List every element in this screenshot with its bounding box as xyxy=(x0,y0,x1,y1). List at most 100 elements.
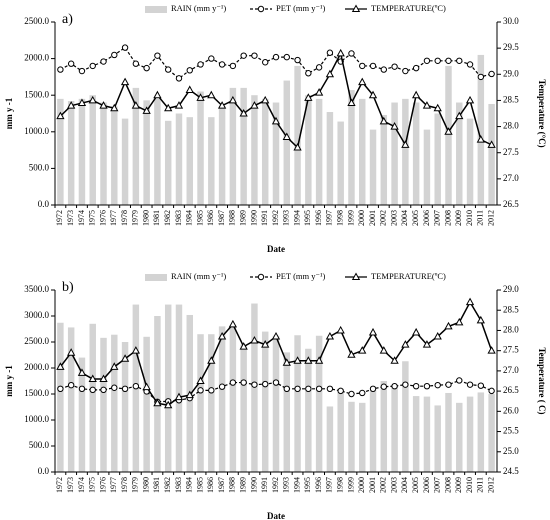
marker xyxy=(282,358,291,366)
x-tick-label: 1991 xyxy=(260,210,269,226)
x-tick-label: 1973 xyxy=(66,477,75,493)
y2-tick-label: 28.0 xyxy=(503,325,519,335)
marker xyxy=(272,53,280,61)
marker xyxy=(347,98,356,107)
marker xyxy=(142,382,151,391)
bar xyxy=(445,65,452,205)
marker xyxy=(131,346,140,354)
marker xyxy=(412,64,420,72)
bar xyxy=(423,396,431,472)
marker xyxy=(337,387,344,395)
bar xyxy=(164,120,172,205)
y2-axis-label: Temperature ( C) xyxy=(537,348,547,415)
bar xyxy=(402,361,409,472)
x-tick-label: 1989 xyxy=(238,210,247,226)
y2-tick-label: 29.0 xyxy=(503,284,519,294)
marker xyxy=(100,386,107,394)
marker xyxy=(326,49,334,56)
marker xyxy=(456,377,463,384)
marker xyxy=(305,385,312,392)
x-tick-label: 2005 xyxy=(411,477,420,493)
x-tick-label: 1977 xyxy=(109,210,118,226)
marker xyxy=(229,379,237,386)
x-tick-label: 1984 xyxy=(185,477,194,493)
x-tick-label: 1995 xyxy=(303,477,312,493)
marker xyxy=(433,331,442,340)
legend-label: TEMPERATURE(ºC) xyxy=(371,271,446,281)
x-tick-label: 1980 xyxy=(141,210,150,226)
x-tick-label: 2008 xyxy=(443,477,452,493)
x-tick-label: 2006 xyxy=(422,477,431,493)
bar xyxy=(380,114,388,205)
marker xyxy=(131,101,140,109)
bar xyxy=(251,95,258,205)
marker xyxy=(391,63,398,70)
bar xyxy=(488,394,495,472)
y-tick-label: 1500.0 xyxy=(24,89,49,99)
y2-tick-label: 27.0 xyxy=(503,365,519,375)
marker xyxy=(208,387,215,394)
x-tick-label: 2009 xyxy=(454,210,463,226)
x-tick-label: 1996 xyxy=(314,477,323,493)
bar xyxy=(208,334,215,472)
marker xyxy=(121,44,129,51)
marker xyxy=(402,67,409,75)
marker xyxy=(121,385,129,392)
marker xyxy=(326,385,334,392)
y2-tick-label: 27.0 xyxy=(503,173,519,183)
marker xyxy=(77,368,87,376)
bar xyxy=(100,337,107,472)
marker xyxy=(67,348,76,356)
marker xyxy=(401,140,410,148)
x-tick-label: 2011 xyxy=(476,210,485,226)
marker xyxy=(197,61,204,68)
marker xyxy=(433,103,442,112)
bar xyxy=(218,326,226,472)
marker xyxy=(412,383,420,390)
x-tick-label: 2011 xyxy=(476,477,485,493)
bar xyxy=(175,113,183,205)
x-tick-label: 2004 xyxy=(400,477,409,493)
bar xyxy=(111,106,118,205)
bar xyxy=(315,98,323,205)
marker xyxy=(197,387,204,394)
y-tick-label: 2500.0 xyxy=(24,16,49,26)
x-tick-label: 2002 xyxy=(379,210,388,226)
marker xyxy=(348,390,355,398)
marker xyxy=(423,383,431,390)
x-tick-label: 2001 xyxy=(368,477,377,493)
bar xyxy=(89,95,96,205)
y2-tick-label: 28.5 xyxy=(503,304,519,314)
x-tick-label: 2006 xyxy=(422,210,431,226)
marker xyxy=(412,90,421,99)
bar xyxy=(456,102,463,205)
bar xyxy=(423,129,431,205)
x-tick-label: 1986 xyxy=(206,477,215,493)
marker xyxy=(186,67,193,74)
legend-label: PET (mm y⁻¹) xyxy=(276,3,326,13)
y2-tick-label: 26.0 xyxy=(503,405,519,415)
marker xyxy=(476,135,485,143)
marker xyxy=(262,380,269,388)
bar xyxy=(78,98,86,205)
bar xyxy=(283,80,291,205)
y2-tick-label: 25.5 xyxy=(503,426,519,436)
x-tick-label: 1991 xyxy=(260,477,269,493)
marker xyxy=(207,90,216,99)
marker xyxy=(445,381,452,388)
marker xyxy=(111,384,118,391)
y2-tick-label: 29.5 xyxy=(503,42,519,52)
bar xyxy=(67,327,75,472)
x-axis-label: Date xyxy=(267,511,285,520)
marker xyxy=(336,48,345,57)
bar xyxy=(154,316,161,472)
marker xyxy=(434,57,441,64)
x-tick-label: 1976 xyxy=(98,477,107,493)
marker xyxy=(315,64,323,71)
x-tick-label: 2010 xyxy=(465,210,474,226)
marker xyxy=(314,88,324,96)
bar xyxy=(391,385,398,472)
bar xyxy=(121,342,129,472)
bar xyxy=(412,102,420,205)
bar xyxy=(89,323,96,472)
